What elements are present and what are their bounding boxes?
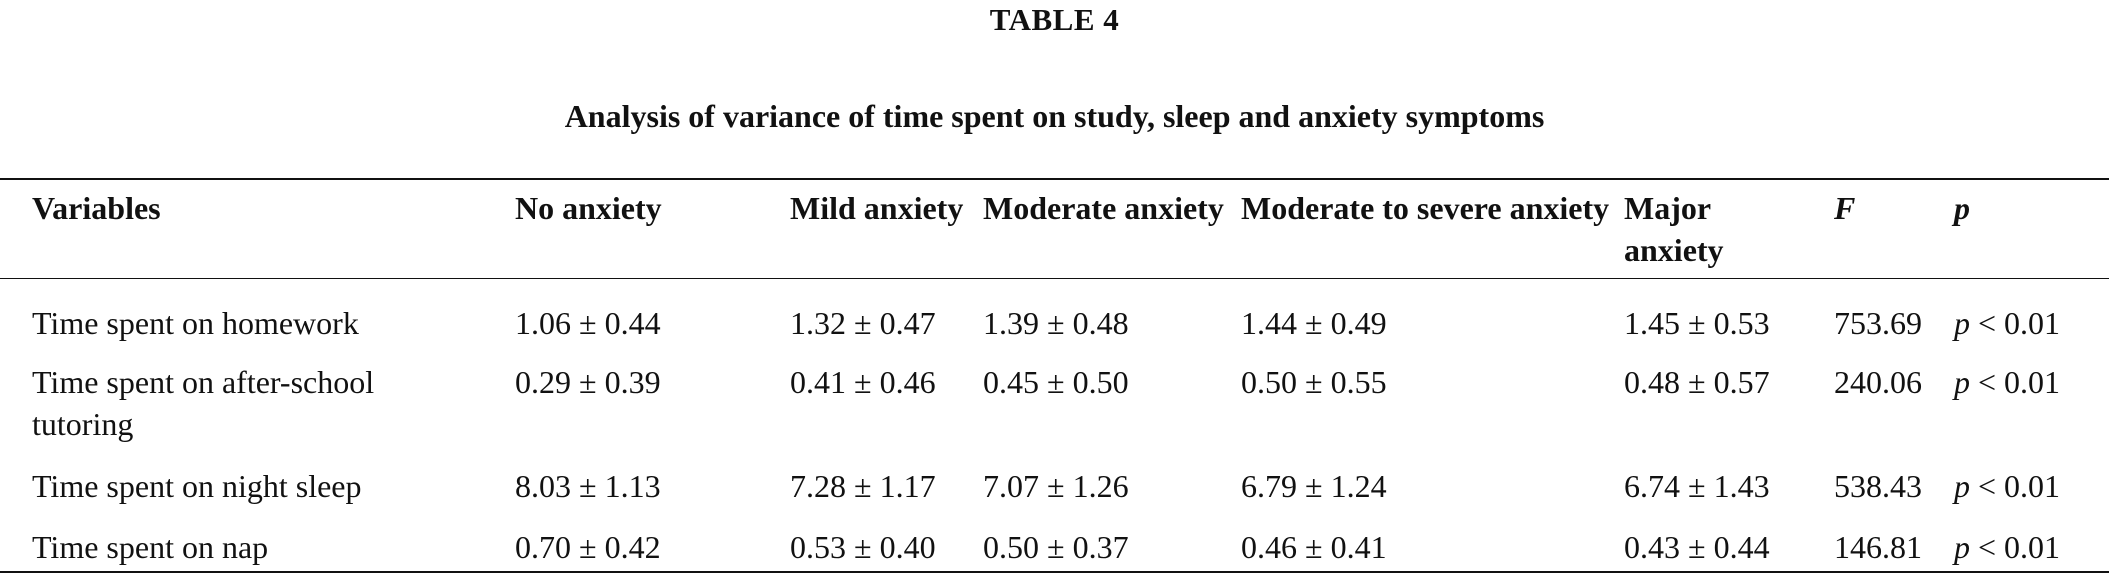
row-night-sleep-p: p < 0.01 bbox=[1954, 465, 2104, 507]
header-no-anxiety: No anxiety bbox=[515, 190, 662, 226]
row-night-sleep-f: 538.43 bbox=[1834, 468, 1922, 504]
row-tutoring-major: 0.48 ± 0.57 bbox=[1624, 364, 1770, 400]
row-tutoring-f: 240.06 bbox=[1834, 364, 1922, 400]
row-homework-f: 753.69 bbox=[1834, 305, 1922, 341]
p-threshold: < 0.01 bbox=[1970, 468, 2061, 504]
row-nap-moderate: 0.50 ± 0.37 bbox=[983, 529, 1129, 565]
table-number: TABLE 4 bbox=[989, 2, 1120, 37]
header-f: F bbox=[1834, 190, 1856, 226]
row-tutoring-mild: 0.41 ± 0.46 bbox=[790, 364, 936, 400]
p-symbol: p bbox=[1954, 468, 1970, 504]
row-homework-moderate-to-severe: 1.44 ± 0.49 bbox=[1241, 305, 1387, 341]
bottom-rule bbox=[0, 571, 2109, 573]
p-threshold: < 0.01 bbox=[1970, 529, 2061, 565]
row-night-sleep-moderate: 7.07 ± 1.26 bbox=[983, 468, 1129, 504]
row-homework-moderate: 1.39 ± 0.48 bbox=[983, 305, 1129, 341]
row-homework-no-anxiety: 1.06 ± 0.44 bbox=[515, 305, 661, 341]
row-homework-p: p < 0.01 bbox=[1954, 302, 2104, 344]
header-moderate-anxiety: Moderate anxiety bbox=[983, 190, 1224, 226]
row-night-sleep-moderate-to-severe: 6.79 ± 1.24 bbox=[1241, 468, 1387, 504]
row-tutoring-p: p < 0.01 bbox=[1954, 361, 2104, 403]
table-caption: Analysis of variance of time spent on st… bbox=[564, 98, 1545, 134]
row-nap-mild: 0.53 ± 0.40 bbox=[790, 529, 936, 565]
row-tutoring-variable: Time spent on after-school tutoring bbox=[32, 364, 375, 442]
row-night-sleep-major: 6.74 ± 1.43 bbox=[1624, 468, 1770, 504]
row-nap-major: 0.43 ± 0.44 bbox=[1624, 529, 1770, 565]
row-homework-variable: Time spent on homework bbox=[32, 305, 359, 341]
row-night-sleep-variable: Time spent on night sleep bbox=[32, 468, 362, 504]
header-rule bbox=[0, 278, 2109, 279]
header-p: p bbox=[1954, 190, 1970, 226]
header-moderate-to-severe-anxiety: Moderate to severe anxiety bbox=[1241, 190, 1610, 226]
p-symbol: p bbox=[1954, 364, 1970, 400]
p-symbol: p bbox=[1954, 305, 1970, 341]
p-symbol: p bbox=[1954, 529, 1970, 565]
row-tutoring-moderate: 0.45 ± 0.50 bbox=[983, 364, 1129, 400]
header-variables: Variables bbox=[32, 190, 161, 226]
row-night-sleep-no-anxiety: 8.03 ± 1.13 bbox=[515, 468, 661, 504]
p-threshold: < 0.01 bbox=[1970, 305, 2061, 341]
header-major-anxiety: Major anxiety bbox=[1624, 190, 1724, 268]
row-nap-variable: Time spent on nap bbox=[32, 529, 269, 565]
row-nap-p: p < 0.01 bbox=[1954, 526, 2104, 568]
row-night-sleep-mild: 7.28 ± 1.17 bbox=[790, 468, 936, 504]
row-nap-moderate-to-severe: 0.46 ± 0.41 bbox=[1241, 529, 1387, 565]
row-homework-major: 1.45 ± 0.53 bbox=[1624, 305, 1770, 341]
p-threshold: < 0.01 bbox=[1970, 364, 2061, 400]
header-mild-anxiety: Mild anxiety bbox=[790, 190, 964, 226]
row-nap-no-anxiety: 0.70 ± 0.42 bbox=[515, 529, 661, 565]
row-tutoring-moderate-to-severe: 0.50 ± 0.55 bbox=[1241, 364, 1387, 400]
top-rule bbox=[0, 178, 2109, 180]
row-tutoring-no-anxiety: 0.29 ± 0.39 bbox=[515, 364, 661, 400]
row-nap-f: 146.81 bbox=[1834, 529, 1922, 565]
row-homework-mild: 1.32 ± 0.47 bbox=[790, 305, 936, 341]
